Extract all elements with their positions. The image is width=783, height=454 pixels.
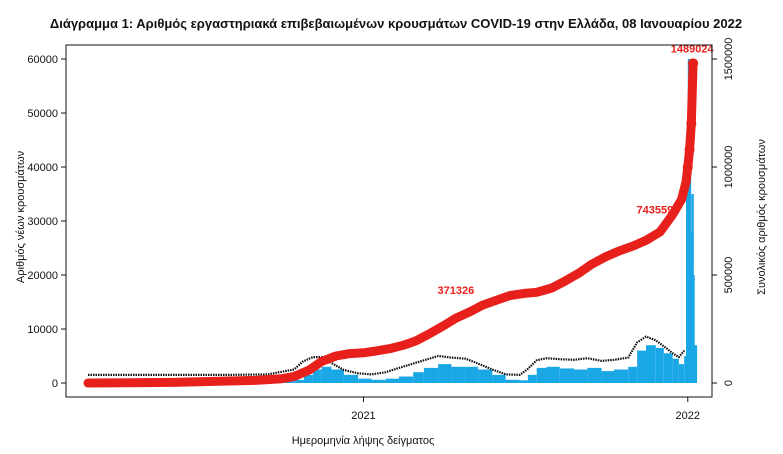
y2-tick-label: 500000 xyxy=(723,257,735,294)
bar xyxy=(294,379,304,383)
series-point-cumulative xyxy=(688,58,699,69)
y-tick-label: 60000 xyxy=(27,54,58,66)
bar xyxy=(451,366,466,383)
bar xyxy=(331,369,344,383)
bar xyxy=(678,364,685,383)
bar xyxy=(438,364,452,383)
bar xyxy=(303,374,313,383)
y2-tick-label: 1000000 xyxy=(723,146,735,189)
bar xyxy=(505,379,520,383)
annotation-label: 371326 xyxy=(438,285,475,297)
x-axis-label: Ημερομηνία λήψης δείγματος xyxy=(292,435,435,447)
bar xyxy=(413,372,424,383)
y-tick-label: 20000 xyxy=(27,270,58,282)
bar xyxy=(536,367,547,383)
series-point-cumulative xyxy=(686,118,697,129)
bar xyxy=(519,380,528,383)
bar xyxy=(343,374,359,383)
bar xyxy=(601,371,615,383)
y2-tick-label: 1500000 xyxy=(723,38,735,81)
bar xyxy=(684,356,687,383)
y2-axis-label: Συνολικός αριθμός κρουσμάτων xyxy=(756,139,768,295)
y2-tick-label: 0 xyxy=(723,380,735,386)
y-tick-label: 50000 xyxy=(27,108,58,120)
bar xyxy=(686,167,689,383)
bar xyxy=(546,366,560,383)
x-axis: 2021 2022 xyxy=(351,397,700,422)
bar xyxy=(527,374,537,383)
x-tick-label: 2022 xyxy=(676,410,700,422)
bar xyxy=(371,379,386,383)
bar xyxy=(358,378,372,383)
y-tick-label: 10000 xyxy=(27,324,58,336)
y-axis-right: 0 500000 1000000 1500000 xyxy=(712,38,735,386)
series-point-cumulative xyxy=(684,144,695,155)
series-line-cumulative xyxy=(83,58,698,388)
annotation-label: 743559 xyxy=(637,204,674,216)
bar xyxy=(628,366,638,383)
bar xyxy=(398,376,414,383)
bar xyxy=(385,378,399,383)
lines-layer xyxy=(83,58,699,388)
bar xyxy=(655,347,664,383)
bar xyxy=(587,367,602,383)
bar xyxy=(423,367,439,383)
bar xyxy=(312,369,322,383)
series-line-moving-average xyxy=(88,335,686,376)
chart-title: Διάγραμμα 1: Αριθμός εργαστηριακά επιβεβ… xyxy=(50,16,742,31)
bars-layer xyxy=(113,59,698,383)
bar xyxy=(672,358,679,383)
bar xyxy=(321,366,332,383)
bar xyxy=(637,350,647,383)
annotations-layer: 371326 743559 1489024 xyxy=(438,43,715,296)
annotation-label: 1489024 xyxy=(671,43,715,55)
bar xyxy=(574,369,588,383)
y-tick-label: 30000 xyxy=(27,216,58,228)
bar xyxy=(478,369,493,383)
y-axis-left: 0 10000 20000 30000 40000 50000 60000 xyxy=(27,54,66,390)
y-tick-label: 0 xyxy=(52,378,58,390)
bar xyxy=(693,345,698,383)
y-axis-label: Αριθμός νέων κρουσμάτων xyxy=(15,150,27,283)
bar xyxy=(663,353,673,383)
series-point-cumulative xyxy=(682,162,693,172)
x-tick-label: 2021 xyxy=(351,410,375,422)
bar xyxy=(646,345,656,383)
bar xyxy=(692,275,695,383)
bar xyxy=(465,366,479,383)
bar xyxy=(492,374,506,383)
y-tick-label: 40000 xyxy=(27,162,58,174)
bar xyxy=(614,369,629,383)
bar xyxy=(559,368,575,383)
